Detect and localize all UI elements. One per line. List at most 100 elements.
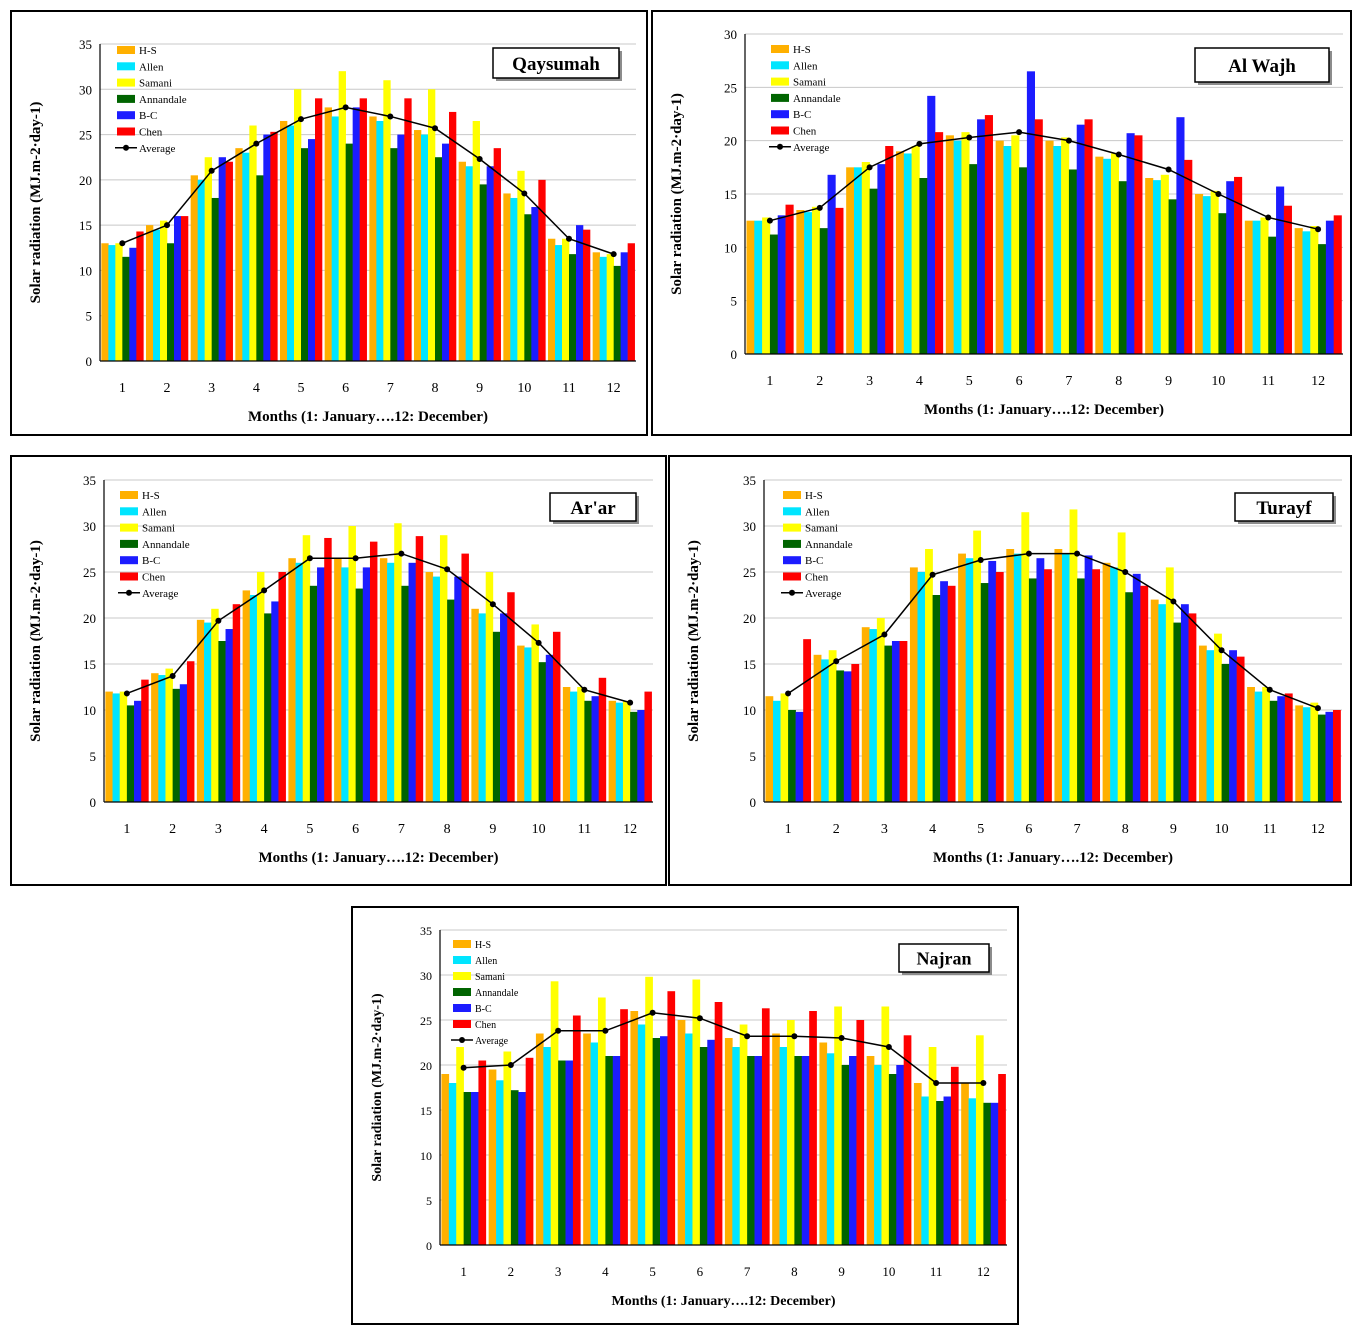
average-point xyxy=(980,1080,987,1086)
bar-annandale xyxy=(1019,167,1028,354)
bar-b-c xyxy=(827,174,836,354)
bar-chen xyxy=(141,679,149,802)
bar-allen xyxy=(108,245,116,361)
bar-chen xyxy=(1034,119,1043,354)
bar-h-s xyxy=(861,627,870,802)
bar-b-c xyxy=(943,1096,952,1245)
average-point xyxy=(1165,166,1172,173)
x-tick-label: 11 xyxy=(578,822,591,837)
bar-samani xyxy=(1260,217,1269,354)
average-point xyxy=(916,140,923,147)
bar-samani xyxy=(1011,135,1020,354)
bar-h-s xyxy=(196,619,205,802)
average-point xyxy=(602,1027,609,1034)
bar-b-c xyxy=(134,700,142,802)
bar-chen xyxy=(583,229,591,361)
bar-annandale xyxy=(172,688,181,802)
bar-samani xyxy=(550,981,559,1245)
bar-h-s xyxy=(488,1069,497,1245)
bar-annandale xyxy=(652,1038,661,1245)
bar-b-c xyxy=(179,684,188,802)
bar-annandale xyxy=(538,662,547,802)
bar-chen xyxy=(1236,656,1245,802)
bar-annandale xyxy=(122,256,130,361)
title-box xyxy=(1194,47,1330,83)
bar-allen xyxy=(1053,146,1062,354)
bar-b-c xyxy=(486,166,494,361)
y-tick-label: 25 xyxy=(743,565,756,580)
bar-samani xyxy=(439,535,448,802)
legend-label: Average xyxy=(793,142,830,154)
y-tick-label: 10 xyxy=(83,703,96,718)
average-point xyxy=(833,658,840,665)
average-point xyxy=(306,555,313,562)
bar-allen xyxy=(112,693,121,802)
legend-marker xyxy=(123,144,129,151)
bar-annandale xyxy=(869,188,878,354)
bar-chen xyxy=(627,243,635,361)
bar-allen xyxy=(1103,158,1112,354)
legend-swatch xyxy=(771,77,789,86)
legend-label: Chen xyxy=(793,126,817,138)
bar-annandale xyxy=(884,645,893,802)
bar-annandale xyxy=(569,254,577,361)
bar-samani xyxy=(925,549,933,802)
bar-samani xyxy=(249,125,257,361)
x-tick-label: 10 xyxy=(1215,822,1229,837)
bar-annandale xyxy=(309,585,318,802)
bar-chen xyxy=(507,592,515,802)
bar-chen xyxy=(950,1066,959,1245)
bar-h-s xyxy=(369,116,377,362)
legend-swatch xyxy=(783,572,801,581)
bar-chen xyxy=(225,161,233,361)
legend-label: Allen xyxy=(805,506,830,518)
y-tick-label: 35 xyxy=(83,473,96,488)
y-axis-label: Solar radiation (MJ.m-2·day-1) xyxy=(669,93,685,295)
legend-label: B-C xyxy=(475,1004,492,1015)
bar-b-c xyxy=(1132,573,1141,802)
y-tick-label: 30 xyxy=(420,969,432,983)
bar-annandale xyxy=(841,1065,850,1245)
bar-annandale xyxy=(980,583,989,802)
chart-title: Turayf xyxy=(1256,498,1312,519)
bar-chen xyxy=(1284,693,1293,802)
bar-b-c xyxy=(591,696,600,802)
x-tick-label: 6 xyxy=(697,1264,704,1279)
y-tick-label: 30 xyxy=(79,82,92,97)
bar-allen xyxy=(590,1042,599,1245)
average-point xyxy=(649,1009,656,1016)
bar-annandale xyxy=(788,710,796,802)
bar-chen xyxy=(903,1035,912,1245)
legend-swatch xyxy=(771,110,789,119)
bar-h-s xyxy=(846,167,855,354)
legend-marker xyxy=(126,589,132,596)
bar-samani xyxy=(517,170,525,361)
bar-h-s xyxy=(945,135,954,354)
bar-annandale xyxy=(836,670,845,802)
y-tick-label: 5 xyxy=(750,749,757,764)
bar-chen xyxy=(538,179,546,361)
bar-chen xyxy=(714,1002,723,1245)
bar-chen xyxy=(136,231,144,361)
bar-chen xyxy=(598,677,607,802)
bar-annandale xyxy=(447,599,455,802)
bar-chen xyxy=(552,631,561,802)
average-point xyxy=(791,1033,798,1040)
x-axis-label: Months (1: January….12: December) xyxy=(924,402,1164,418)
bar-b-c xyxy=(754,1056,763,1245)
bar-annandale xyxy=(1125,592,1134,802)
average-point xyxy=(977,557,984,564)
bar-allen xyxy=(1302,231,1311,354)
bar-samani xyxy=(456,1047,464,1245)
legend-swatch xyxy=(783,556,801,565)
x-tick-label: 1 xyxy=(766,374,773,389)
x-tick-label: 9 xyxy=(1165,374,1172,389)
bar-chen xyxy=(359,98,367,361)
bar-allen xyxy=(242,152,250,361)
legend-label: Chen xyxy=(805,572,829,584)
bar-annandale xyxy=(218,641,226,802)
bar-samani xyxy=(1160,174,1169,354)
x-tick-label: 5 xyxy=(966,374,973,389)
legend-label: Samani xyxy=(475,972,505,983)
